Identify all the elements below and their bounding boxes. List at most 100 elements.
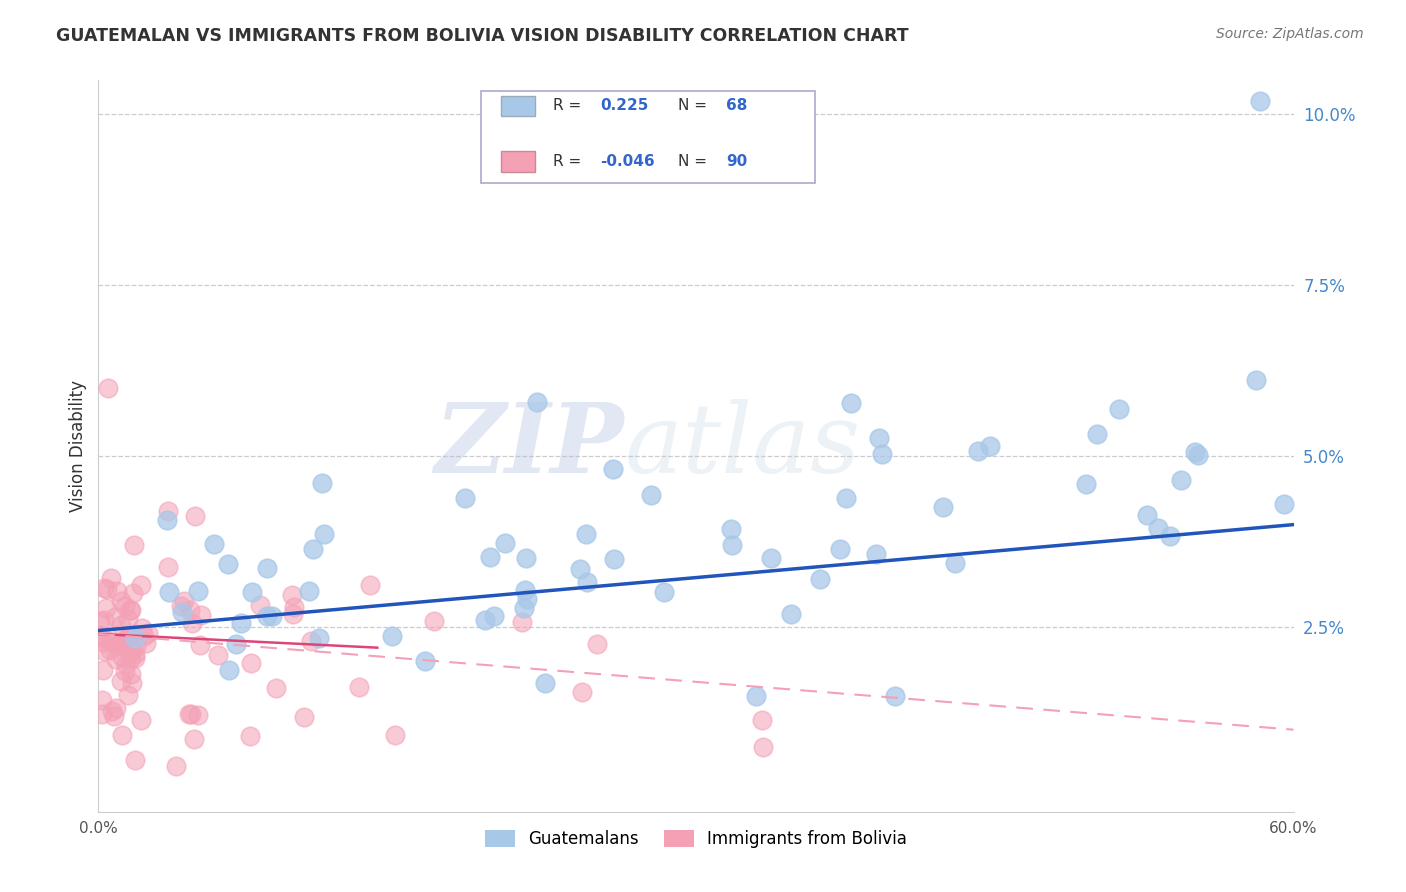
Point (979, 439, 1001, 453)
Point (1159, 529, 1181, 543)
Point (262, 609, 284, 624)
Point (157, 584, 180, 599)
Point (311, 475, 333, 490)
Point (1187, 448, 1209, 462)
Point (187, 583, 209, 598)
Point (533, 675, 555, 690)
Point (779, 607, 801, 622)
Point (110, 649, 132, 664)
Text: N =: N = (678, 154, 711, 169)
Point (256, 609, 278, 624)
Point (105, 638, 128, 652)
Point (967, 444, 990, 458)
Point (1246, 373, 1268, 387)
Point (218, 664, 240, 678)
Point (422, 614, 444, 628)
Point (136, 626, 159, 640)
Point (575, 527, 598, 541)
Point (129, 578, 152, 592)
Point (115, 657, 138, 672)
Point (120, 651, 142, 665)
Point (157, 504, 180, 518)
FancyBboxPatch shape (501, 95, 534, 116)
Point (249, 598, 271, 612)
Point (190, 608, 212, 623)
Point (513, 582, 536, 597)
Point (1108, 401, 1130, 416)
Point (184, 509, 207, 524)
Point (180, 616, 202, 631)
Point (943, 556, 966, 570)
Point (454, 491, 477, 506)
Point (173, 593, 195, 607)
Point (586, 637, 609, 651)
Point (90, 630, 112, 644)
Point (229, 615, 252, 630)
Point (121, 586, 143, 600)
Point (526, 394, 548, 409)
Point (117, 631, 139, 645)
Point (115, 633, 138, 648)
Point (110, 635, 132, 649)
Point (120, 602, 142, 616)
Point (932, 500, 955, 514)
Point (516, 591, 538, 606)
Point (120, 645, 142, 659)
Text: ZIP: ZIP (434, 399, 624, 493)
Point (474, 613, 496, 627)
Text: 68: 68 (725, 98, 747, 113)
Point (117, 643, 139, 657)
Point (110, 636, 132, 650)
Point (124, 650, 146, 665)
Legend: Guatemalans, Immigrants from Bolivia: Guatemalans, Immigrants from Bolivia (478, 823, 914, 855)
Point (94, 644, 117, 658)
Point (1085, 427, 1108, 442)
Point (183, 732, 205, 747)
Point (575, 575, 598, 590)
Point (640, 488, 662, 502)
Point (124, 631, 146, 645)
Point (242, 585, 264, 599)
Point (314, 527, 336, 541)
Point (207, 648, 229, 663)
Point (240, 656, 263, 670)
Point (347, 680, 370, 694)
Point (104, 701, 127, 715)
Point (652, 585, 675, 599)
Point (110, 673, 132, 688)
Point (98, 633, 121, 648)
Text: R =: R = (553, 98, 586, 113)
Point (179, 602, 201, 616)
Point (865, 547, 887, 561)
Point (1170, 473, 1192, 487)
Point (381, 628, 404, 642)
Point (110, 618, 132, 632)
Point (121, 676, 143, 690)
Point (124, 648, 146, 662)
Point (283, 600, 305, 615)
Point (157, 560, 180, 574)
Point (202, 537, 225, 551)
Point (188, 638, 211, 652)
Point (1146, 520, 1168, 534)
Point (359, 578, 381, 592)
Point (839, 396, 862, 410)
Point (118, 603, 141, 617)
Point (482, 609, 505, 624)
Point (308, 631, 330, 645)
Point (90, 706, 112, 721)
Point (299, 634, 322, 648)
Point (868, 431, 890, 445)
Point (494, 536, 516, 550)
Point (104, 652, 127, 666)
Point (513, 601, 536, 615)
Point (280, 588, 302, 602)
Text: -0.046: -0.046 (600, 154, 655, 169)
Text: 90: 90 (725, 154, 747, 169)
Point (170, 605, 193, 619)
Point (87, 628, 110, 642)
Point (720, 522, 742, 536)
Point (114, 599, 136, 614)
Point (93, 613, 115, 627)
Point (100, 571, 122, 585)
